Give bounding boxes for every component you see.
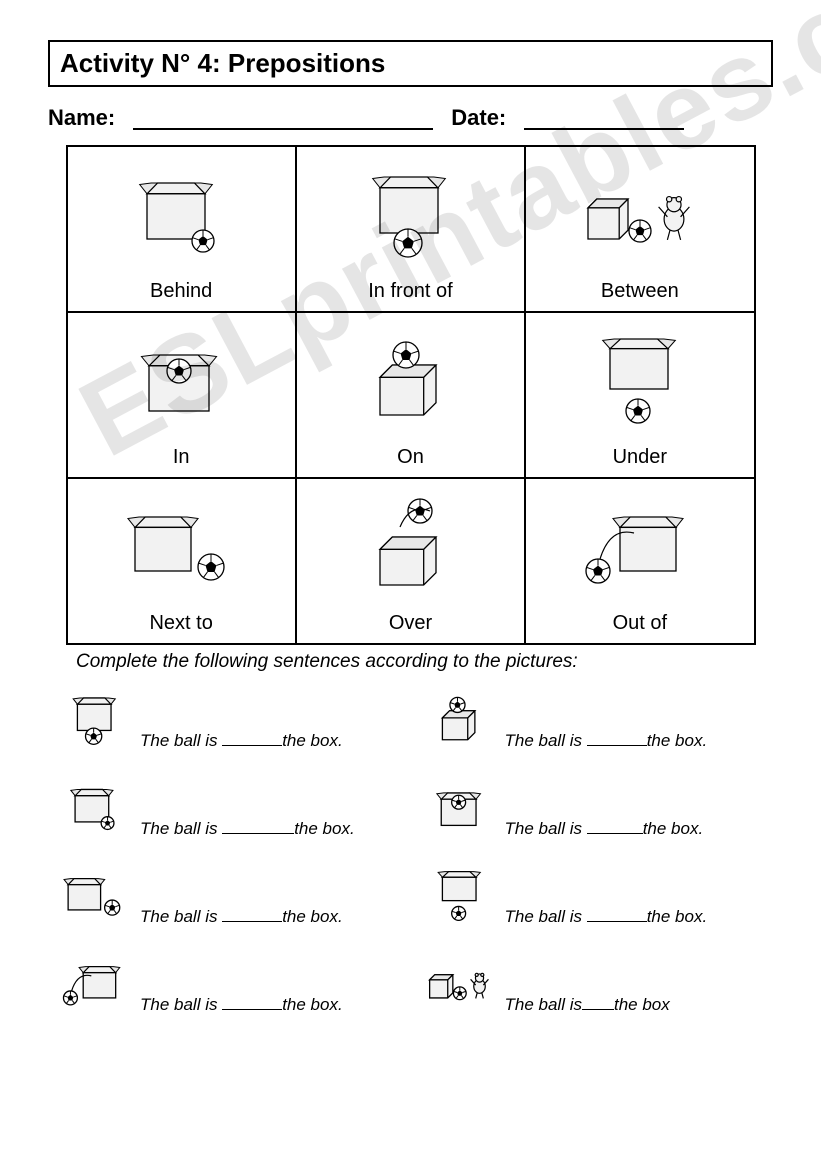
prep-icon-between [580, 148, 700, 276]
title-box: Activity N° 4: Prepositions [48, 40, 773, 87]
exercise-item: The ball isthe box [425, 951, 762, 1015]
prep-icon-nextto [121, 480, 241, 608]
exercise-sentence: The ball is the box. [140, 729, 343, 751]
name-label: Name: [48, 105, 115, 131]
page-title: Activity N° 4: Prepositions [60, 48, 385, 78]
exercise-sentence: The ball is the box. [505, 817, 704, 839]
instruction-text: Complete the following sentences accordi… [76, 651, 773, 673]
exercise-item: The ball is the box. [60, 951, 397, 1015]
grid-cell-nextto: Next to [67, 478, 296, 644]
exercise-icon-under [425, 863, 495, 927]
prep-label: Over [389, 612, 432, 635]
prep-label: Out of [613, 612, 667, 635]
preposition-grid: Behind In front of Between [66, 145, 756, 645]
grid-cell-between: Between [525, 146, 754, 312]
prep-label: Between [601, 280, 679, 303]
grid-cell-in: In [67, 312, 296, 478]
grid-cell-on: On [296, 312, 525, 478]
prep-icon-in [121, 314, 241, 442]
grid-cell-behind: Behind [67, 146, 296, 312]
worksheet-page: ESLprintables.com Activity N° 4: Preposi… [0, 0, 821, 1045]
exercise-icon-in [425, 775, 495, 839]
exercise-sentence: The ball is the box. [140, 993, 343, 1015]
exercise-row: The ball is the box. The ball isthe box [60, 951, 761, 1015]
answer-blank[interactable] [582, 993, 614, 1010]
exercise-sentence: The ball is the box. [140, 905, 343, 927]
prep-label: Under [613, 446, 667, 469]
exercise-sentence: The ball is the box. [140, 817, 355, 839]
prep-label: In [173, 446, 190, 469]
exercise-sentence: The ball is the box. [505, 905, 708, 927]
name-date-row: Name: Date: [48, 105, 773, 131]
answer-blank[interactable] [222, 729, 282, 746]
prep-icon-behind [121, 148, 241, 276]
exercise-icon-front [60, 687, 130, 751]
answer-blank[interactable] [222, 993, 282, 1010]
exercise-sentence: The ball is the box. [505, 729, 708, 751]
grid-cell-under: Under [525, 312, 754, 478]
prep-label: On [397, 446, 424, 469]
grid-cell-outof: Out of [525, 478, 754, 644]
prep-icon-under [580, 314, 700, 442]
exercise-item: The ball is the box. [425, 687, 762, 751]
exercise-icon-on [425, 687, 495, 751]
prep-label: Next to [149, 612, 212, 635]
prep-label: Behind [150, 280, 212, 303]
exercise-item: The ball is the box. [425, 863, 762, 927]
exercise-icon-behind [60, 775, 130, 839]
prep-icon-over [350, 480, 470, 608]
exercise-icon-nextto [60, 863, 130, 927]
prep-icon-outof [580, 480, 700, 608]
date-field[interactable] [524, 105, 684, 130]
exercise-item: The ball is the box. [60, 687, 397, 751]
date-label: Date: [451, 105, 506, 131]
grid-cell-front: In front of [296, 146, 525, 312]
prep-label: In front of [368, 280, 453, 303]
answer-blank[interactable] [587, 817, 643, 834]
exercise-item: The ball is the box. [60, 863, 397, 927]
answer-blank[interactable] [587, 905, 647, 922]
exercise-row: The ball is the box. The ball is the box… [60, 687, 761, 751]
grid-cell-over: Over [296, 478, 525, 644]
prep-icon-front [350, 148, 470, 276]
exercise-row: The ball is the box. The ball is the box… [60, 775, 761, 839]
name-field[interactable] [133, 105, 433, 130]
exercise-item: The ball is the box. [425, 775, 762, 839]
exercise-icon-between [425, 951, 495, 1015]
exercise-icon-outof [60, 951, 130, 1015]
answer-blank[interactable] [587, 729, 647, 746]
exercise-list: The ball is the box. The ball is the box… [48, 687, 773, 1015]
exercise-item: The ball is the box. [60, 775, 397, 839]
exercise-row: The ball is the box. The ball is the box… [60, 863, 761, 927]
answer-blank[interactable] [222, 817, 294, 834]
exercise-sentence: The ball isthe box [505, 993, 670, 1015]
prep-icon-on [350, 314, 470, 442]
answer-blank[interactable] [222, 905, 282, 922]
